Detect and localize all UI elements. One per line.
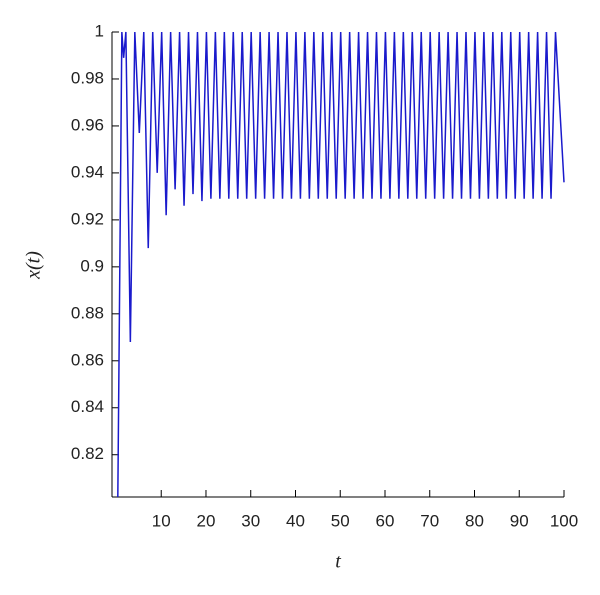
data-line — [117, 31, 565, 498]
x-tick-label: 100 — [550, 511, 578, 530]
x-tick-label: 50 — [331, 511, 350, 530]
y-tick-label: 0.92 — [71, 209, 104, 228]
x-tick-label: 80 — [465, 511, 484, 530]
y-tick-label: 0.96 — [71, 115, 104, 134]
x-tick-label: 70 — [420, 511, 439, 530]
x-tick-label: 90 — [510, 511, 529, 530]
y-tick-label: 0.88 — [71, 303, 104, 322]
x-tick-label: 60 — [376, 511, 395, 530]
x-tick-label: 20 — [197, 511, 216, 530]
x-tick-label: 10 — [152, 511, 171, 530]
y-tick-label: 0.82 — [71, 444, 104, 463]
y-tick-label: 0.84 — [71, 397, 104, 416]
y-tick-label: 0.94 — [71, 162, 104, 181]
x-tick-label: 40 — [286, 511, 305, 530]
x-tick-label: 30 — [241, 511, 260, 530]
y-tick-label: 1 — [95, 21, 104, 40]
y-axis-label: x(t) — [23, 251, 45, 280]
x-axis-label: t — [335, 551, 341, 573]
y-tick-label: 0.9 — [80, 256, 104, 275]
y-tick-label: 0.98 — [71, 68, 104, 87]
y-tick-label: 0.86 — [71, 350, 104, 369]
